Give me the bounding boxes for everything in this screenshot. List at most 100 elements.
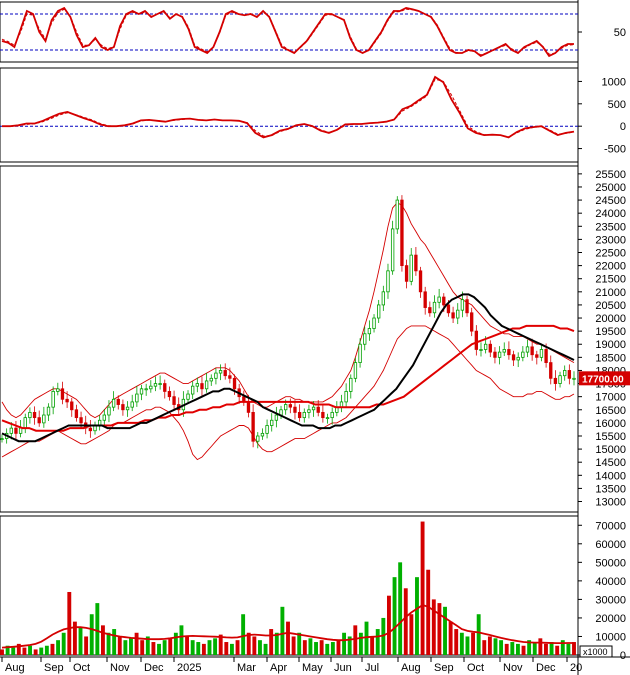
last-price-label: 17700.00 xyxy=(582,374,624,385)
candle-body xyxy=(288,404,292,408)
candle-body xyxy=(116,398,120,405)
volume-bar xyxy=(560,640,565,655)
candle-body xyxy=(172,396,176,405)
bollinger-lower xyxy=(1,325,575,461)
volume-bar xyxy=(224,642,229,655)
candle-body xyxy=(386,270,390,293)
volume-bar xyxy=(201,643,206,655)
volume-bar xyxy=(162,640,167,655)
volume-bar xyxy=(538,638,543,655)
candle-body xyxy=(14,427,18,434)
volume-bar xyxy=(386,595,391,655)
x-tick-label: 2025 xyxy=(177,662,201,674)
candle-body xyxy=(521,351,525,358)
volume-bar xyxy=(269,629,274,655)
volume-bar xyxy=(415,577,419,655)
volume-bar xyxy=(426,569,431,655)
volume-bar xyxy=(297,632,302,655)
volume-bar xyxy=(39,647,44,655)
x-tick-label: Nov xyxy=(503,662,523,674)
y-tick-label: 23500 xyxy=(595,221,626,233)
volume-bar xyxy=(319,640,324,655)
volume-bar xyxy=(544,643,548,655)
panel-frame-2 xyxy=(0,67,579,163)
volume-bar xyxy=(56,640,61,655)
volume-bar xyxy=(246,632,251,655)
candle-body xyxy=(135,393,139,403)
candle-body xyxy=(0,438,4,441)
volume-bar xyxy=(454,629,459,655)
volume-bar xyxy=(44,645,49,655)
volume-series xyxy=(0,521,576,655)
volume-bar xyxy=(330,642,335,655)
x-tick-label: Aug xyxy=(5,662,25,674)
volume-bar xyxy=(482,640,487,655)
candle-body xyxy=(107,406,111,416)
volume-bar xyxy=(286,621,290,655)
panel-frame-1 xyxy=(0,1,579,63)
candle-body xyxy=(344,391,348,403)
volume-bar xyxy=(190,640,195,655)
volume-bar xyxy=(314,642,318,655)
candle-body xyxy=(372,317,376,329)
volume-bar xyxy=(403,588,408,655)
volume-bar xyxy=(173,632,178,655)
x-tick-label: Oct xyxy=(73,662,90,674)
candle-body xyxy=(363,333,367,345)
volume-bar xyxy=(145,636,150,655)
candle-body xyxy=(74,409,79,419)
volume-bar xyxy=(465,636,470,655)
volume-bar xyxy=(566,643,571,655)
y-tick-label: 30000 xyxy=(595,594,626,606)
bollinger-upper xyxy=(1,202,575,419)
candle-body xyxy=(530,346,534,356)
y-tick-label: 20000 xyxy=(595,613,626,625)
momentum-series xyxy=(2,75,575,139)
volume-bar xyxy=(50,643,55,655)
y-tick-label: 24000 xyxy=(595,208,626,220)
x-tick-label: Mar xyxy=(237,662,256,674)
volume-bar xyxy=(274,632,279,655)
candle-body xyxy=(325,417,330,420)
candle-body xyxy=(423,291,427,308)
candle-body xyxy=(539,349,544,358)
candle-body xyxy=(460,299,465,311)
x-tick-label: Jul xyxy=(365,662,379,674)
volume-bar xyxy=(252,636,257,655)
y-tick-label: 21000 xyxy=(595,287,626,299)
candle-body xyxy=(204,380,209,390)
volume-bar xyxy=(258,640,262,655)
momentum-line xyxy=(2,75,575,139)
candle-body xyxy=(525,346,530,353)
candle-body xyxy=(18,427,23,434)
volume-bar xyxy=(196,642,201,655)
volume-bar xyxy=(409,614,414,655)
volume-bar xyxy=(123,640,128,655)
candle-body xyxy=(270,419,274,426)
volume-bar xyxy=(515,643,520,655)
volume-bar xyxy=(263,643,268,655)
reference-lines xyxy=(0,13,578,127)
candle-body xyxy=(223,370,227,377)
candle-body xyxy=(274,414,279,421)
volume-bar xyxy=(134,632,139,655)
candle-body xyxy=(404,265,409,282)
volume-bar xyxy=(521,645,526,655)
volume-bar xyxy=(336,640,341,655)
volume-bar xyxy=(342,632,347,655)
candle-body xyxy=(390,228,395,272)
y-tick-label: 19000 xyxy=(595,339,626,351)
candle-body xyxy=(400,199,404,267)
volume-bar xyxy=(527,640,532,655)
volume-bar xyxy=(325,643,330,655)
x-axis: Aug Sep Oct Nov Dec 2025 Mar Apr May Jun Jul Aug Sep… xyxy=(1,657,582,674)
price-series xyxy=(0,195,576,461)
volume-bar xyxy=(157,643,161,655)
candle-body xyxy=(558,375,562,384)
volume-bar xyxy=(207,640,212,655)
x-tick-label: Jun xyxy=(334,662,352,674)
candle-body xyxy=(190,385,195,395)
candle-body xyxy=(144,388,148,391)
volume-bar xyxy=(347,636,352,655)
candle-body xyxy=(446,304,451,314)
